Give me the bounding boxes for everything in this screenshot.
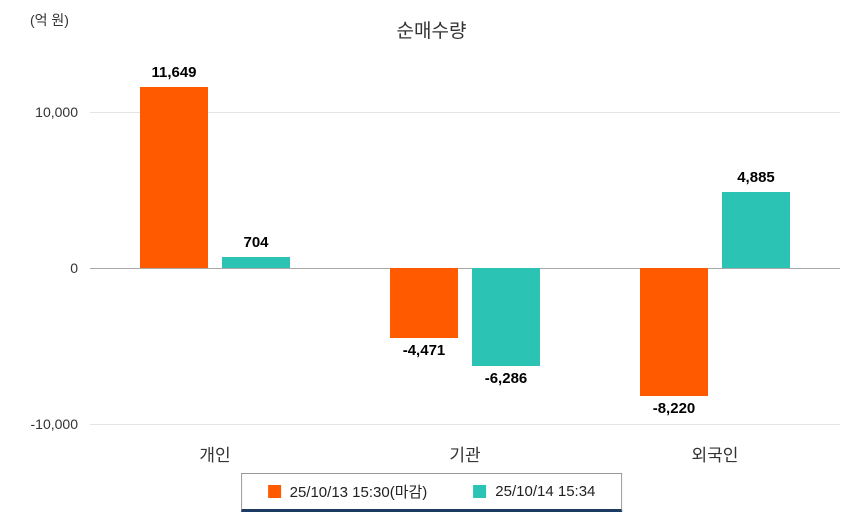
bar-series2-category2 [472,268,540,366]
bar-value-label: -8,220 [652,399,696,417]
x-category-label-2: 기관 [449,446,481,465]
y-axis: 10,000 0 -10,000 [0,58,78,433]
bar-series2-category1 [222,257,290,269]
x-category-label-3: 외국인 [691,446,739,465]
chart-title: 순매수량 [396,21,467,42]
bar-series1-category2 [390,268,458,338]
bar-series1-category1 [140,86,208,269]
zero-gridline [90,268,840,270]
bar-series2-category3 [722,192,790,269]
bar-group-2: -4,471 -6,286 [340,58,590,433]
bar-value-label: 11,649 [151,63,197,81]
bar-value-label: -6,286 [484,369,528,387]
bar-value-label: -4,471 [402,341,446,359]
bar-series1-category3 [640,268,708,396]
x-axis: 개인 기관 외국인 [90,441,840,466]
legend-item-2: 25/10/14 15:34 [473,483,595,500]
legend: 25/10/13 15:30(마감) 25/10/14 15:34 [240,473,623,512]
legend-label: 25/10/13 15:30(마감) [289,484,428,501]
legend-label: 25/10/14 15:34 [495,483,596,500]
gridline [90,112,840,114]
plot-area: 11,649 704 -4,471 -6,286 -8,220 4,885 [90,58,840,433]
y-tick-label: 10,000 [35,104,78,121]
legend-item-1: 25/10/13 15:30(마감) [267,481,428,502]
gridline [90,423,840,425]
legend-swatch-icon [473,485,487,498]
y-tick-label: -10,000 [30,415,78,432]
bar-value-label: 704 [243,234,269,252]
bar-group-3: -8,220 4,885 [590,58,840,433]
bar-group-1: 11,649 704 [90,58,340,433]
x-category-label-1: 개인 [199,446,231,465]
legend-swatch-icon [267,485,281,498]
y-axis-unit-label: (억 원) [30,12,69,28]
y-tick-label: 0 [70,260,78,277]
bar-value-label: 4,885 [737,169,775,187]
